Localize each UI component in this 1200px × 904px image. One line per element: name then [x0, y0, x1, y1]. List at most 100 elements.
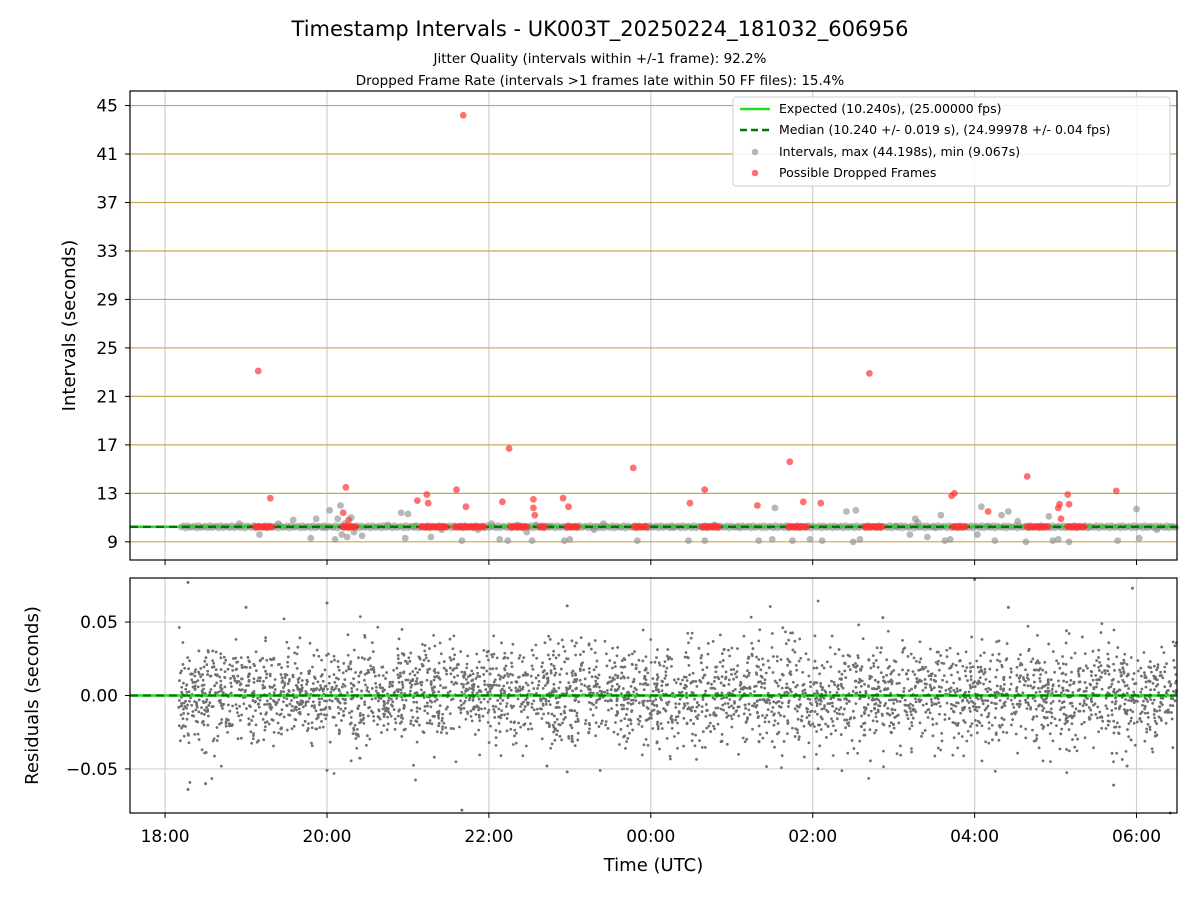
legend-intervals-swatch — [751, 148, 759, 156]
residual-point — [1038, 679, 1042, 683]
residual-point — [532, 687, 536, 690]
residual-point — [744, 721, 748, 724]
residual-point — [763, 678, 767, 682]
residual-point — [947, 717, 951, 720]
residual-point — [625, 691, 629, 695]
dropped-frame-point — [479, 523, 488, 531]
residual-point — [975, 731, 979, 735]
residual-point — [374, 696, 377, 700]
residual-point — [280, 732, 283, 736]
residual-point — [1064, 713, 1068, 717]
residual-point — [779, 766, 783, 770]
residual-point — [1098, 710, 1102, 714]
residual-point — [674, 718, 677, 722]
residual-point — [682, 744, 686, 748]
residual-point — [779, 714, 782, 717]
residual-point — [811, 722, 815, 726]
residual-point — [871, 719, 875, 723]
residual-point — [866, 703, 870, 706]
residual-point — [650, 702, 654, 706]
residual-point — [1159, 700, 1163, 704]
residual-point — [628, 731, 631, 735]
residual-point — [841, 654, 845, 658]
residual-point — [805, 710, 809, 714]
residual-point — [510, 661, 513, 665]
residual-point — [401, 698, 404, 702]
residual-point — [697, 713, 700, 717]
residual-point — [448, 637, 452, 641]
residual-point — [614, 689, 617, 693]
residual-point — [1073, 745, 1077, 749]
residual-point — [1088, 682, 1092, 686]
residual-point — [273, 678, 277, 681]
residual-point — [402, 728, 406, 732]
residual-point — [852, 716, 856, 720]
interval-point — [946, 535, 954, 543]
residual-point — [325, 601, 329, 605]
residual-point — [186, 712, 190, 716]
residual-point — [549, 691, 553, 695]
residual-point — [1172, 658, 1176, 662]
residual-point — [228, 663, 232, 667]
residual-point — [526, 716, 530, 719]
residual-point — [927, 674, 931, 678]
residual-point — [1074, 707, 1078, 711]
residual-point — [908, 706, 912, 710]
residual-point — [500, 641, 503, 645]
residual-point — [239, 682, 243, 686]
dropped-frame-point — [865, 369, 873, 377]
residual-point — [1017, 705, 1021, 709]
residual-point — [1077, 672, 1081, 676]
interval-point — [973, 531, 981, 538]
residual-point — [716, 706, 720, 710]
residual-point — [840, 769, 844, 773]
residual-point — [211, 739, 215, 743]
residual-point — [1133, 743, 1137, 747]
residual-point — [689, 718, 693, 722]
residual-point — [655, 678, 659, 681]
residual-point — [259, 712, 263, 716]
residual-point — [422, 690, 426, 694]
residual-point — [1077, 709, 1081, 713]
residual-point — [996, 658, 999, 662]
dropped-frame-point — [268, 523, 276, 531]
residual-point — [978, 681, 982, 685]
residual-point — [332, 772, 336, 775]
residual-point — [1151, 750, 1155, 754]
residual-point — [290, 699, 293, 702]
residual-point — [520, 710, 523, 713]
residual-point — [372, 670, 376, 674]
residual-point — [409, 651, 413, 655]
residual-point — [311, 682, 315, 685]
residual-point — [1113, 669, 1116, 672]
residual-point — [459, 711, 463, 715]
residual-point — [658, 711, 662, 714]
residual-point — [741, 736, 745, 740]
residual-point — [574, 720, 578, 724]
residual-point — [724, 677, 727, 681]
residual-point — [487, 649, 491, 653]
residual-point — [1037, 686, 1040, 690]
residual-point — [1071, 691, 1075, 694]
residual-point — [358, 756, 362, 760]
residual-point — [858, 739, 862, 743]
residual-point — [629, 722, 633, 726]
residual-point — [479, 690, 483, 693]
top-y-tick-label: 9 — [107, 533, 118, 553]
residual-point — [1033, 699, 1037, 703]
residual-point — [722, 684, 726, 687]
residual-point — [829, 732, 833, 736]
residual-point — [759, 680, 762, 684]
residual-point — [345, 691, 349, 695]
residual-point — [887, 680, 890, 684]
residual-point — [770, 740, 774, 743]
residual-point — [885, 712, 889, 715]
residual-point — [518, 685, 522, 689]
residual-point — [610, 679, 614, 683]
residual-point — [415, 700, 419, 704]
residual-point — [536, 712, 540, 715]
residual-point — [952, 688, 956, 692]
dropped-frame-point — [961, 523, 969, 531]
residual-point — [334, 687, 337, 690]
residual-point — [640, 753, 644, 757]
